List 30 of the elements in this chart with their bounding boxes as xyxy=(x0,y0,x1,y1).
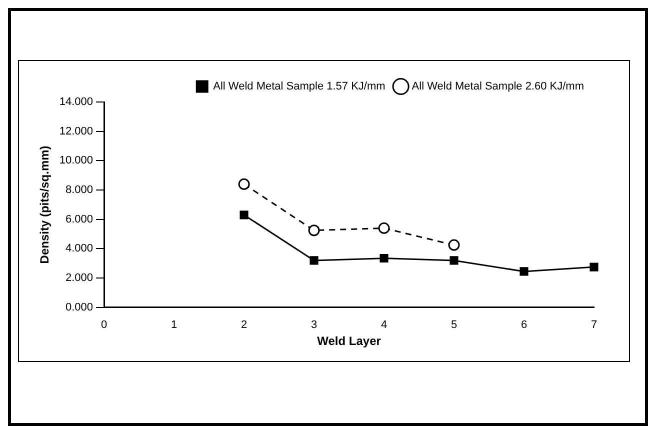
x-tick-label: 6 xyxy=(520,319,528,332)
y-tick-label: 8.000 xyxy=(66,184,94,196)
point xyxy=(520,267,528,276)
point xyxy=(308,224,320,236)
y-tick-label: 10.000 xyxy=(59,154,94,167)
y-tick-label: 2.000 xyxy=(66,272,94,284)
point xyxy=(238,178,250,190)
x-tick-label: 1 xyxy=(170,319,178,332)
y-axis-title: Density (pits/sq.mm) xyxy=(38,146,52,264)
legend-label: All Weld Metal Sample 1.57 KJ/mm xyxy=(213,80,386,93)
point xyxy=(240,210,248,220)
y-tick-label: 6.000 xyxy=(66,213,94,226)
x-tick-label: 7 xyxy=(590,319,598,332)
point xyxy=(590,262,598,272)
point xyxy=(378,222,390,234)
x-tick-label: 4 xyxy=(380,319,388,332)
y-tick-label: 12.000 xyxy=(59,125,94,138)
x-tick-label: 5 xyxy=(450,319,458,332)
y-tick-label: 0.000 xyxy=(66,301,94,314)
x-axis-title: Weld Layer xyxy=(317,334,382,348)
legend-label: All Weld Metal Sample 2.60 KJ/mm xyxy=(412,80,584,93)
point xyxy=(380,254,388,263)
point xyxy=(448,239,460,251)
x-tick-label: 3 xyxy=(310,319,318,332)
x-tick-label: 0 xyxy=(100,319,108,332)
point xyxy=(310,256,318,265)
x-tick-label: 2 xyxy=(240,319,248,332)
point xyxy=(450,256,458,265)
y-tick-label: 4.000 xyxy=(66,242,94,255)
y-tick-label: 14.000 xyxy=(59,96,94,108)
